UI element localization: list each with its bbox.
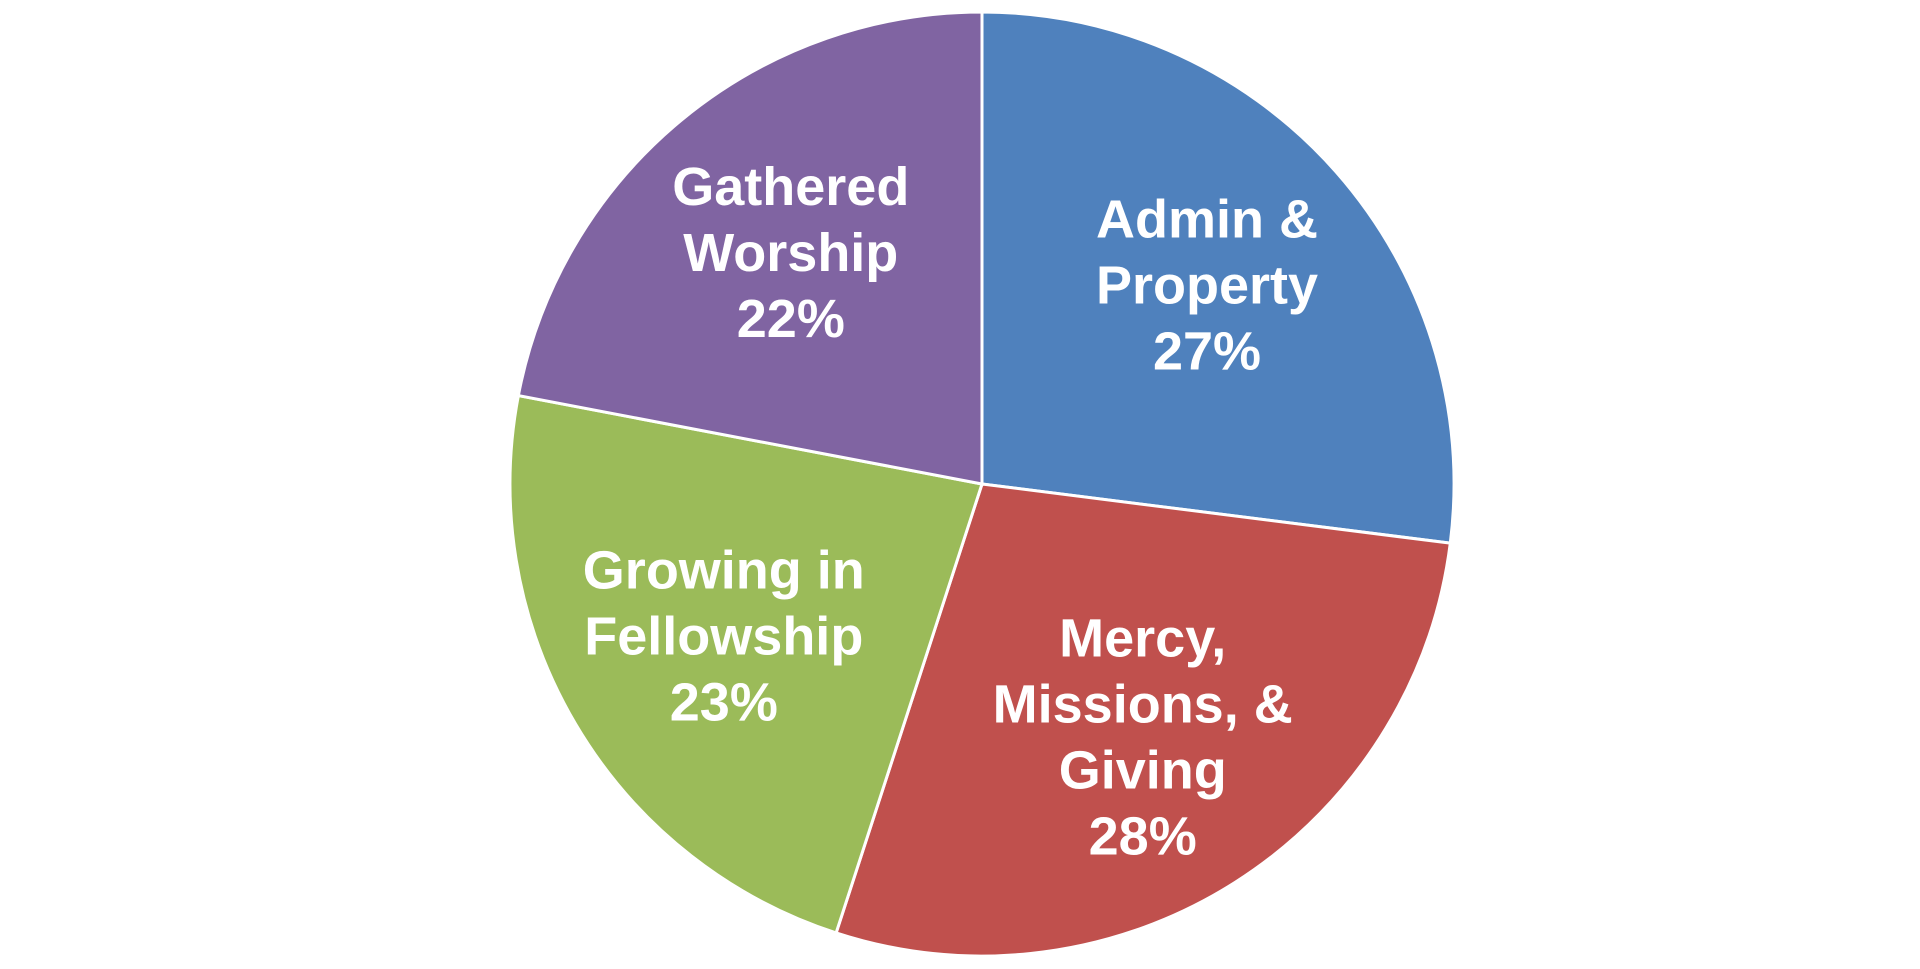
slice-category-label: Giving: [1059, 740, 1227, 800]
slice-data-label: Admin & Property 27%: [1096, 190, 1318, 382]
slice-data-label: Growing in Fellowship 23%: [583, 541, 865, 733]
slice-percent-label: 28%: [1089, 806, 1197, 866]
slice-category-label: Property: [1096, 256, 1318, 316]
slice-percent-label: 22%: [737, 289, 845, 349]
slice-category-label: Admin &: [1096, 190, 1318, 250]
slice-category-label: Mercy,: [1059, 608, 1226, 668]
slice-percent-label: 27%: [1153, 322, 1261, 382]
pie-slice: [834, 482, 1452, 958]
pie-slice: [516, 10, 984, 486]
slice-category-label: Missions, &: [993, 674, 1293, 734]
slice-category-label: Worship: [683, 223, 898, 283]
slice-category-label: Fellowship: [584, 607, 863, 667]
slice-data-label: Gathered Worship 22%: [672, 157, 909, 349]
pie-slice: [508, 393, 984, 935]
slice-percent-label: 23%: [670, 673, 778, 733]
pie-slice: [980, 10, 1456, 545]
slice-category-label: Gathered: [672, 157, 909, 217]
slice-data-label: Mercy, Missions, & Giving 28%: [993, 608, 1293, 866]
slice-category-label: Growing in: [583, 541, 865, 601]
